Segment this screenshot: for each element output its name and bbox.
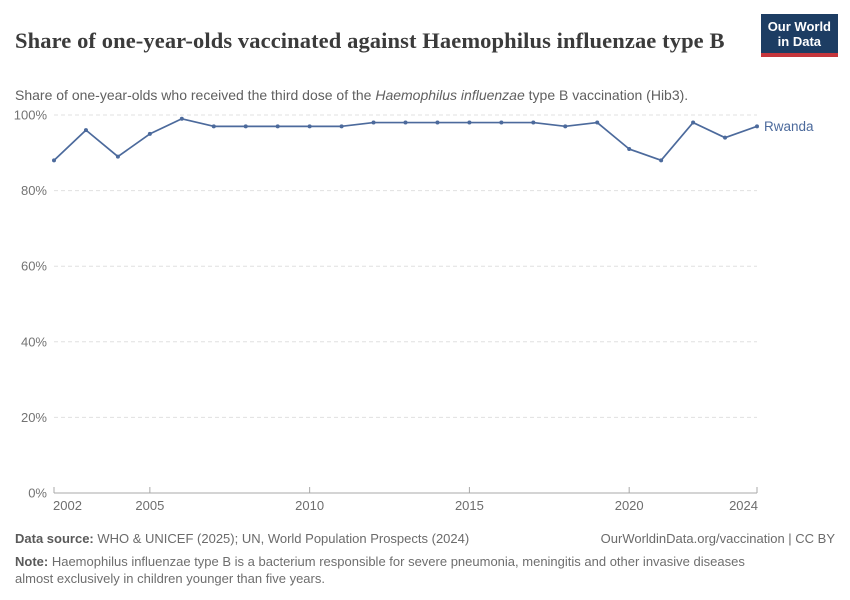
data-point-2020[interactable]	[627, 147, 632, 152]
subtitle-suffix-text: type B vaccination (Hib3).	[524, 87, 689, 103]
source-row: Data source: WHO & UNICEF (2025); UN, Wo…	[15, 531, 835, 547]
subtitle-text: Share of one-year-olds who received the …	[15, 87, 376, 103]
x-axis-label-2024: 2024	[729, 498, 758, 513]
data-point-2017[interactable]	[531, 120, 536, 125]
data-point-2005[interactable]	[147, 131, 152, 136]
data-point-2007[interactable]	[211, 124, 216, 129]
y-axis-label-100: 100%	[14, 108, 48, 123]
data-point-2016[interactable]	[499, 120, 504, 125]
data-point-2023[interactable]	[723, 135, 728, 140]
data-point-2015[interactable]	[467, 120, 472, 125]
owid-logo[interactable]: Our World in Data	[760, 14, 838, 57]
line-rwanda[interactable]	[53, 117, 758, 162]
data-point-2002[interactable]	[52, 158, 56, 163]
y-axis-label-40: 40%	[21, 334, 47, 349]
subtitle-italic-text: Haemophilus influenzae	[375, 87, 525, 103]
owid-logo-line2: in Data	[777, 34, 822, 49]
note-label: Note:	[15, 554, 49, 569]
x-axis-label-2005: 2005	[135, 498, 164, 513]
owid-logo-line1: Our World	[767, 19, 831, 34]
data-point-2012[interactable]	[371, 120, 376, 125]
x-axis-label-2002: 2002	[53, 498, 82, 513]
x-axis-label-2015: 2015	[455, 498, 484, 513]
data-point-2019[interactable]	[595, 120, 600, 125]
data-point-2018[interactable]	[563, 124, 568, 129]
x-axis-label-2020: 2020	[615, 498, 644, 513]
data-source-label: Data source:	[15, 531, 94, 546]
data-point-2014[interactable]	[435, 120, 440, 125]
data-source: Data source: WHO & UNICEF (2025); UN, Wo…	[15, 531, 469, 547]
data-point-2003[interactable]	[83, 128, 88, 133]
data-point-2021[interactable]	[659, 158, 664, 163]
note-row: Note: Haemophilus influenzae type B is a…	[15, 553, 767, 587]
series-label-rwanda[interactable]: Rwanda	[764, 119, 814, 134]
data-point-2024[interactable]	[755, 124, 759, 129]
chart-footer: Data source: WHO & UNICEF (2025); UN, Wo…	[15, 531, 835, 587]
data-point-2009[interactable]	[275, 124, 280, 129]
data-point-2006[interactable]	[179, 116, 184, 121]
data-point-2004[interactable]	[115, 154, 120, 159]
data-source-text: WHO & UNICEF (2025); UN, World Populatio…	[93, 531, 470, 546]
license-link[interactable]: OurWorldinData.org/vaccination | CC BY	[600, 531, 835, 546]
data-point-2011[interactable]	[339, 124, 344, 129]
y-axis-label-20: 20%	[21, 410, 47, 425]
data-point-2022[interactable]	[691, 120, 696, 125]
y-axis-label-80: 80%	[21, 183, 47, 198]
y-axis-label-60: 60%	[21, 259, 47, 274]
y-axis-label-0: 0%	[28, 486, 47, 501]
chart-title: Share of one-year-olds vaccinated agains…	[15, 28, 725, 54]
chart-subtitle: Share of one-year-olds who received the …	[15, 86, 755, 104]
data-point-2008[interactable]	[243, 124, 248, 129]
data-point-2013[interactable]	[403, 120, 408, 125]
data-point-2010[interactable]	[307, 124, 312, 129]
note-text: Haemophilus influenzae type B is a bacte…	[15, 554, 745, 586]
x-axis-label-2010: 2010	[295, 498, 324, 513]
